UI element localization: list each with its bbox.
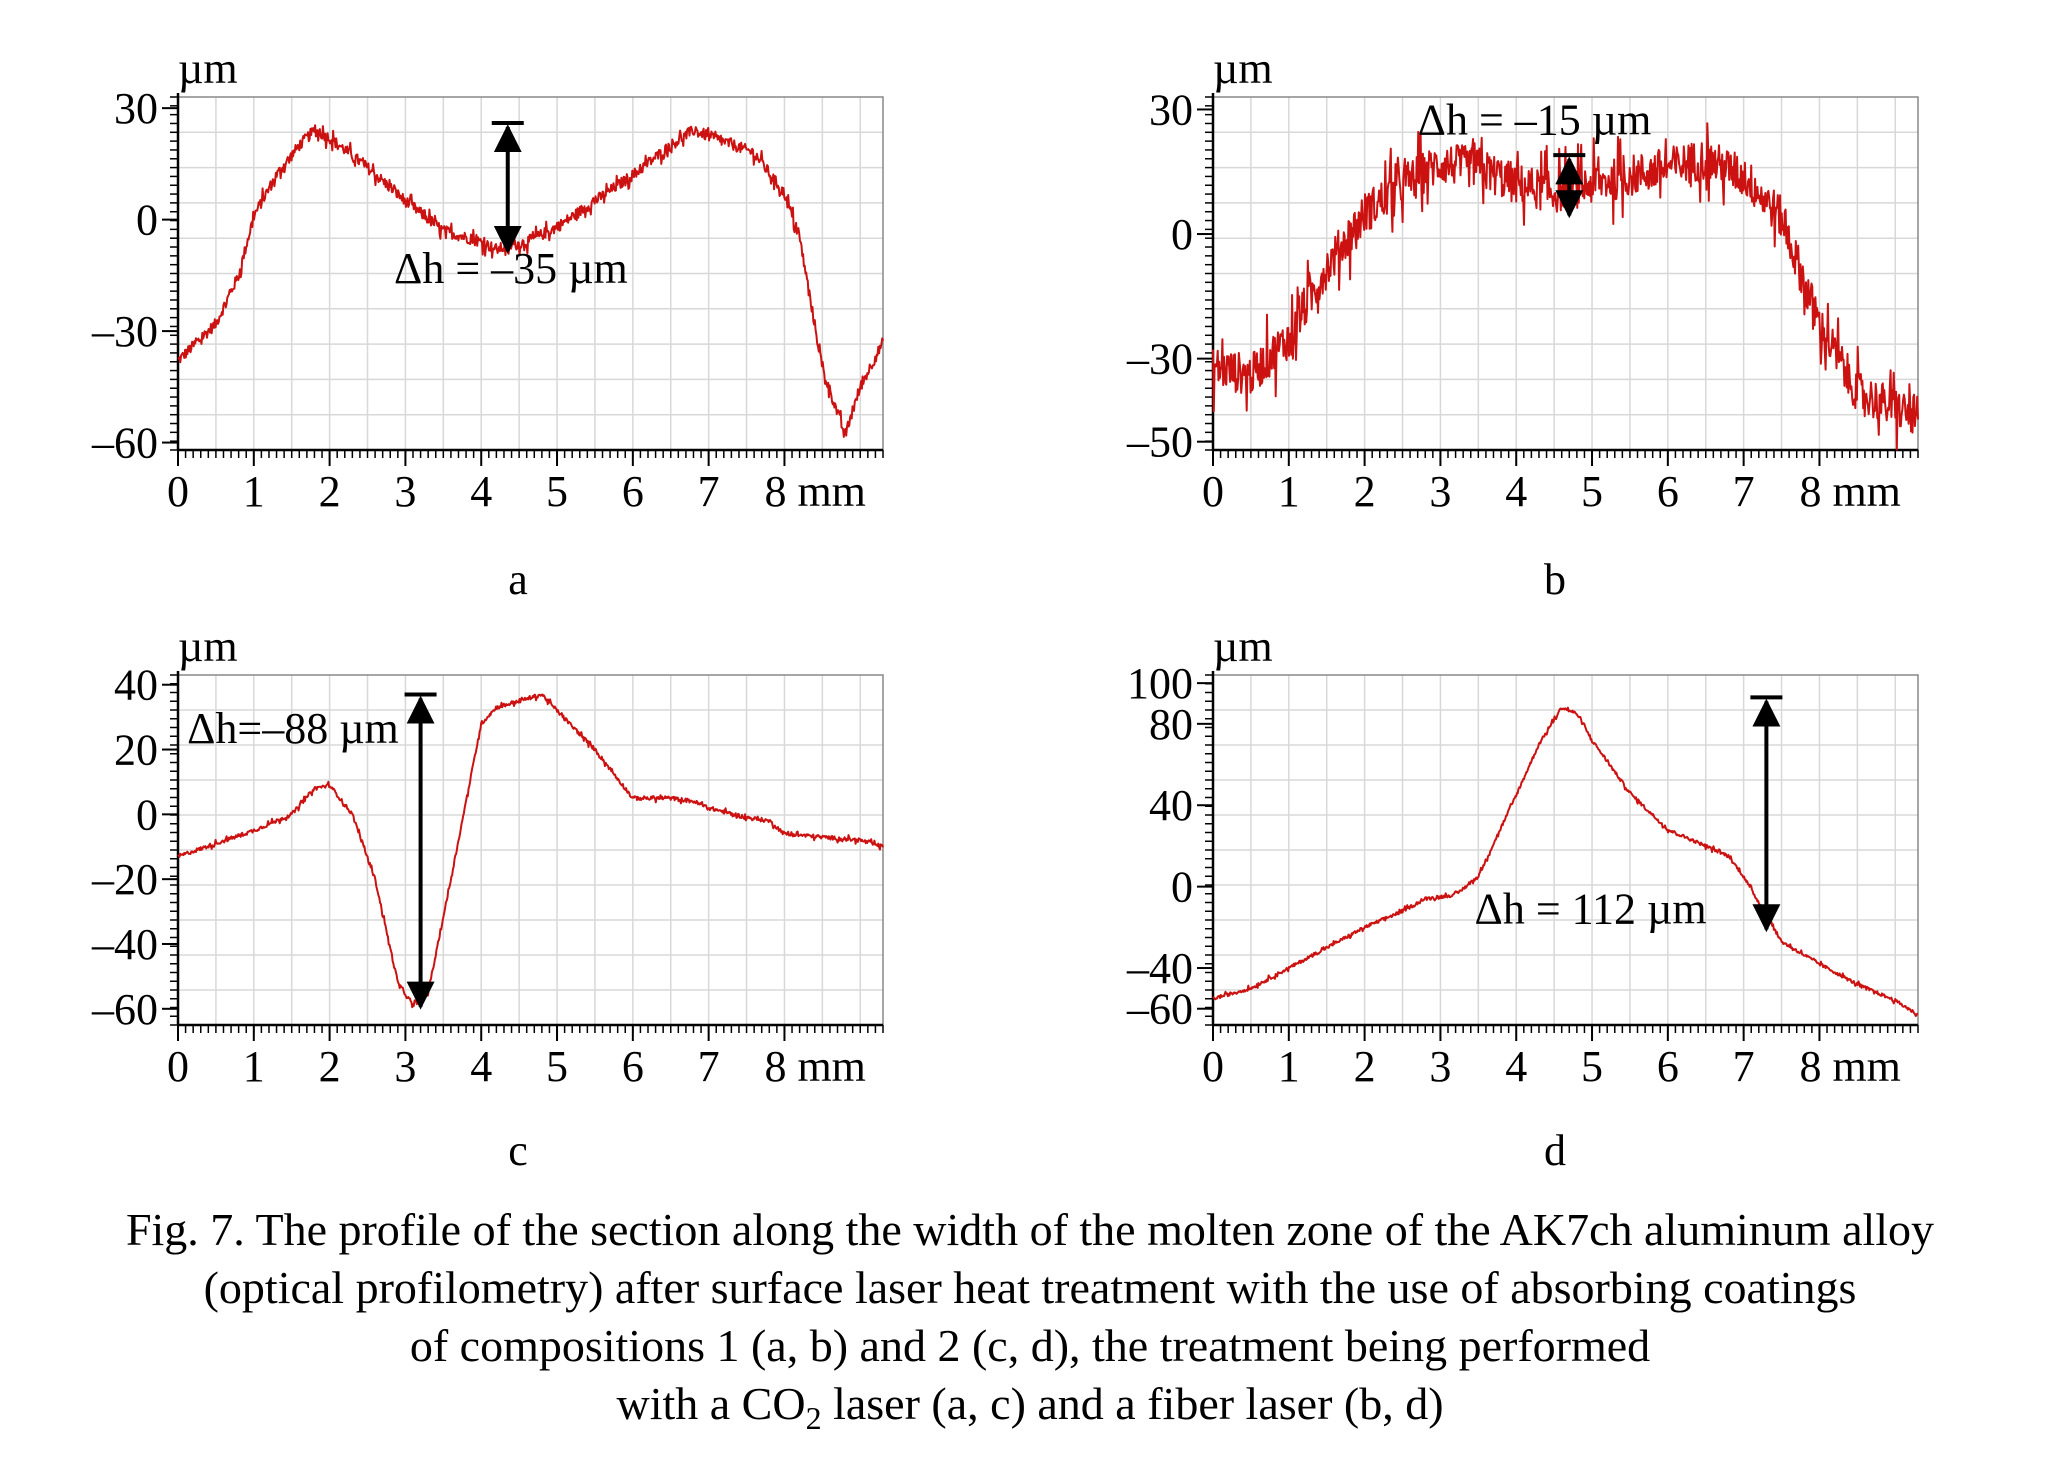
caption-line-4: with a CO2 laser (a, c) and a fiber lase… (616, 1378, 1443, 1436)
panel-label: d (1544, 1126, 1566, 1175)
figure-caption: Fig. 7. The profile of the section along… (126, 1204, 1934, 1436)
profile-series-line (1212, 706, 1919, 1017)
caption-subscript: 2 (806, 1400, 822, 1436)
profile-series-line (177, 124, 884, 438)
x-tick-label: 8 mm (764, 467, 865, 516)
x-tick-label: 3 (394, 467, 416, 516)
x-tick-label: 5 (1581, 467, 1603, 516)
y-tick-label: 0 (1171, 863, 1193, 912)
y-tick-label: 0 (136, 196, 158, 245)
y-tick-label: 0 (1171, 210, 1193, 259)
delta-h-annotation: Δh = 112 µm (1475, 884, 1707, 933)
x-tick-label: 3 (394, 1042, 416, 1091)
y-tick-label: –40 (91, 920, 158, 969)
x-tick-label: 7 (698, 467, 720, 516)
y-tick-label: –30 (91, 307, 158, 356)
x-tick-label: 4 (470, 1042, 492, 1091)
x-tick-label: 5 (546, 467, 568, 516)
y-tick-label: –20 (91, 855, 158, 904)
y-tick-label: 30 (114, 84, 158, 133)
y-tick-label: –60 (1126, 985, 1193, 1034)
x-tick-label: 2 (1354, 1042, 1376, 1091)
y-tick-label: –60 (91, 419, 158, 468)
y-tick-label: 100 (1127, 659, 1193, 708)
x-tick-label: 4 (1505, 1042, 1527, 1091)
x-tick-label: 2 (1354, 467, 1376, 516)
grid-lines (178, 675, 883, 1025)
y-unit-label: µm (178, 622, 238, 671)
x-tick-label: 0 (167, 1042, 189, 1091)
panel-label: b (1544, 555, 1566, 604)
y-tick-label: –60 (91, 985, 158, 1034)
x-tick-label: 0 (1202, 1042, 1224, 1091)
x-tick-label: 5 (1581, 1042, 1603, 1091)
caption-line-2: (optical profilometry) after surface las… (204, 1262, 1857, 1313)
x-tick-label: 1 (243, 467, 265, 516)
x-tick-label: 2 (319, 1042, 341, 1091)
x-tick-label: 8 mm (764, 1042, 865, 1091)
x-tick-label: 6 (1657, 467, 1679, 516)
grid-lines (178, 97, 883, 450)
y-tick-label: 40 (1149, 781, 1193, 830)
grid-lines (1213, 675, 1918, 1025)
delta-h-annotation: Δh=–88 µm (187, 704, 399, 753)
y-tick-label: –40 (1126, 944, 1193, 993)
delta-h-annotation: Δh = –15 µm (1418, 95, 1652, 144)
x-tick-label: 0 (1202, 467, 1224, 516)
y-tick-label: 30 (1149, 85, 1193, 134)
x-tick-label: 0 (167, 467, 189, 516)
delta-h-annotation: Δh = –35 µm (394, 244, 628, 293)
x-tick-label: 2 (319, 467, 341, 516)
x-tick-label: 6 (622, 467, 644, 516)
y-tick-label: –30 (1126, 335, 1193, 384)
x-tick-label: 3 (1429, 467, 1451, 516)
y-tick-label: –50 (1126, 418, 1193, 467)
profile-series-line (1212, 122, 1919, 451)
panel-label: c (508, 1126, 528, 1175)
caption-line-4-end: laser (a, c) and a fiber laser (b, d) (822, 1378, 1444, 1429)
x-tick-label: 7 (1733, 1042, 1755, 1091)
caption-line-4-start: with a CO (616, 1378, 805, 1429)
y-tick-label: 40 (114, 661, 158, 710)
x-tick-label: 4 (1505, 467, 1527, 516)
x-tick-label: 8 mm (1799, 1042, 1900, 1091)
panel-label: a (508, 555, 528, 604)
y-unit-label: µm (178, 44, 238, 93)
x-tick-label: 6 (622, 1042, 644, 1091)
x-tick-label: 4 (470, 467, 492, 516)
y-unit-label: µm (1213, 44, 1273, 93)
x-tick-label: 7 (1733, 467, 1755, 516)
y-tick-label: 20 (114, 726, 158, 775)
y-tick-label: 0 (136, 790, 158, 839)
caption-line-3: of compositions 1 (a, b) and 2 (c, d), t… (410, 1320, 1650, 1371)
x-tick-label: 7 (698, 1042, 720, 1091)
y-tick-label: 80 (1149, 700, 1193, 749)
profile-series-line (177, 693, 884, 1009)
caption-line-1: Fig. 7. The profile of the section along… (126, 1204, 1934, 1255)
x-tick-label: 5 (546, 1042, 568, 1091)
x-tick-label: 1 (243, 1042, 265, 1091)
x-tick-label: 6 (1657, 1042, 1679, 1091)
x-tick-label: 8 mm (1799, 467, 1900, 516)
x-tick-label: 3 (1429, 1042, 1451, 1091)
y-unit-label: µm (1213, 622, 1273, 671)
x-tick-label: 1 (1278, 1042, 1300, 1091)
x-tick-label: 1 (1278, 467, 1300, 516)
